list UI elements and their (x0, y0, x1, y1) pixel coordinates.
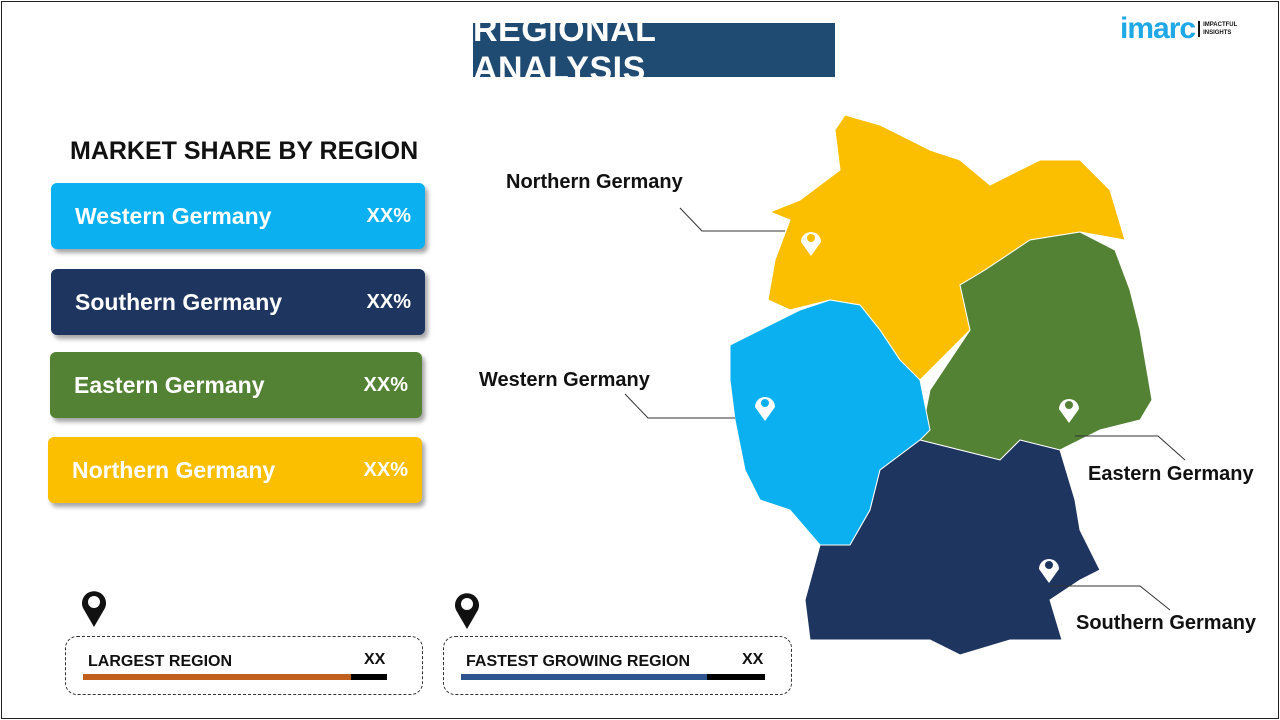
fastest-region-card: FASTEST GROWING REGION XX (443, 636, 792, 695)
region-bar-western: Western Germany XX% (51, 183, 425, 249)
region-bar-northern: Northern Germany XX% (48, 437, 422, 503)
map-pin-icon (455, 593, 479, 629)
largest-region-card: LARGEST REGION XX (65, 636, 423, 695)
region-bar-southern: Southern Germany XX% (51, 269, 425, 335)
fastest-region-label: FASTEST GROWING REGION (466, 653, 691, 670)
section-heading: MARKET SHARE BY REGION (70, 137, 419, 165)
largest-region-value: XX (364, 651, 386, 668)
map-label-northern: Northern Germany (506, 171, 683, 193)
fastest-region-value: XX (742, 651, 764, 668)
fastest-region-bar (461, 674, 765, 680)
map-pin-icon (755, 232, 1079, 583)
region-bar-eastern: Eastern Germany XX% (50, 352, 422, 418)
map-region-southern (804, 439, 1101, 656)
map-label-western: Western Germany (479, 369, 650, 391)
map-pin-icon (82, 591, 106, 627)
imarc-logo: imarc IMPACTFUL INSIGHTS (1120, 12, 1237, 46)
map-region-northern (767, 114, 1126, 381)
largest-region-label: LARGEST REGION (88, 653, 233, 670)
map-label-eastern: Eastern Germany (1088, 463, 1254, 485)
map-label-southern: Southern Germany (1076, 612, 1257, 634)
logo-wordmark: imarc (1120, 12, 1196, 45)
largest-region-bar (83, 674, 387, 680)
logo-tagline: IMPACTFUL INSIGHTS (1198, 21, 1237, 37)
